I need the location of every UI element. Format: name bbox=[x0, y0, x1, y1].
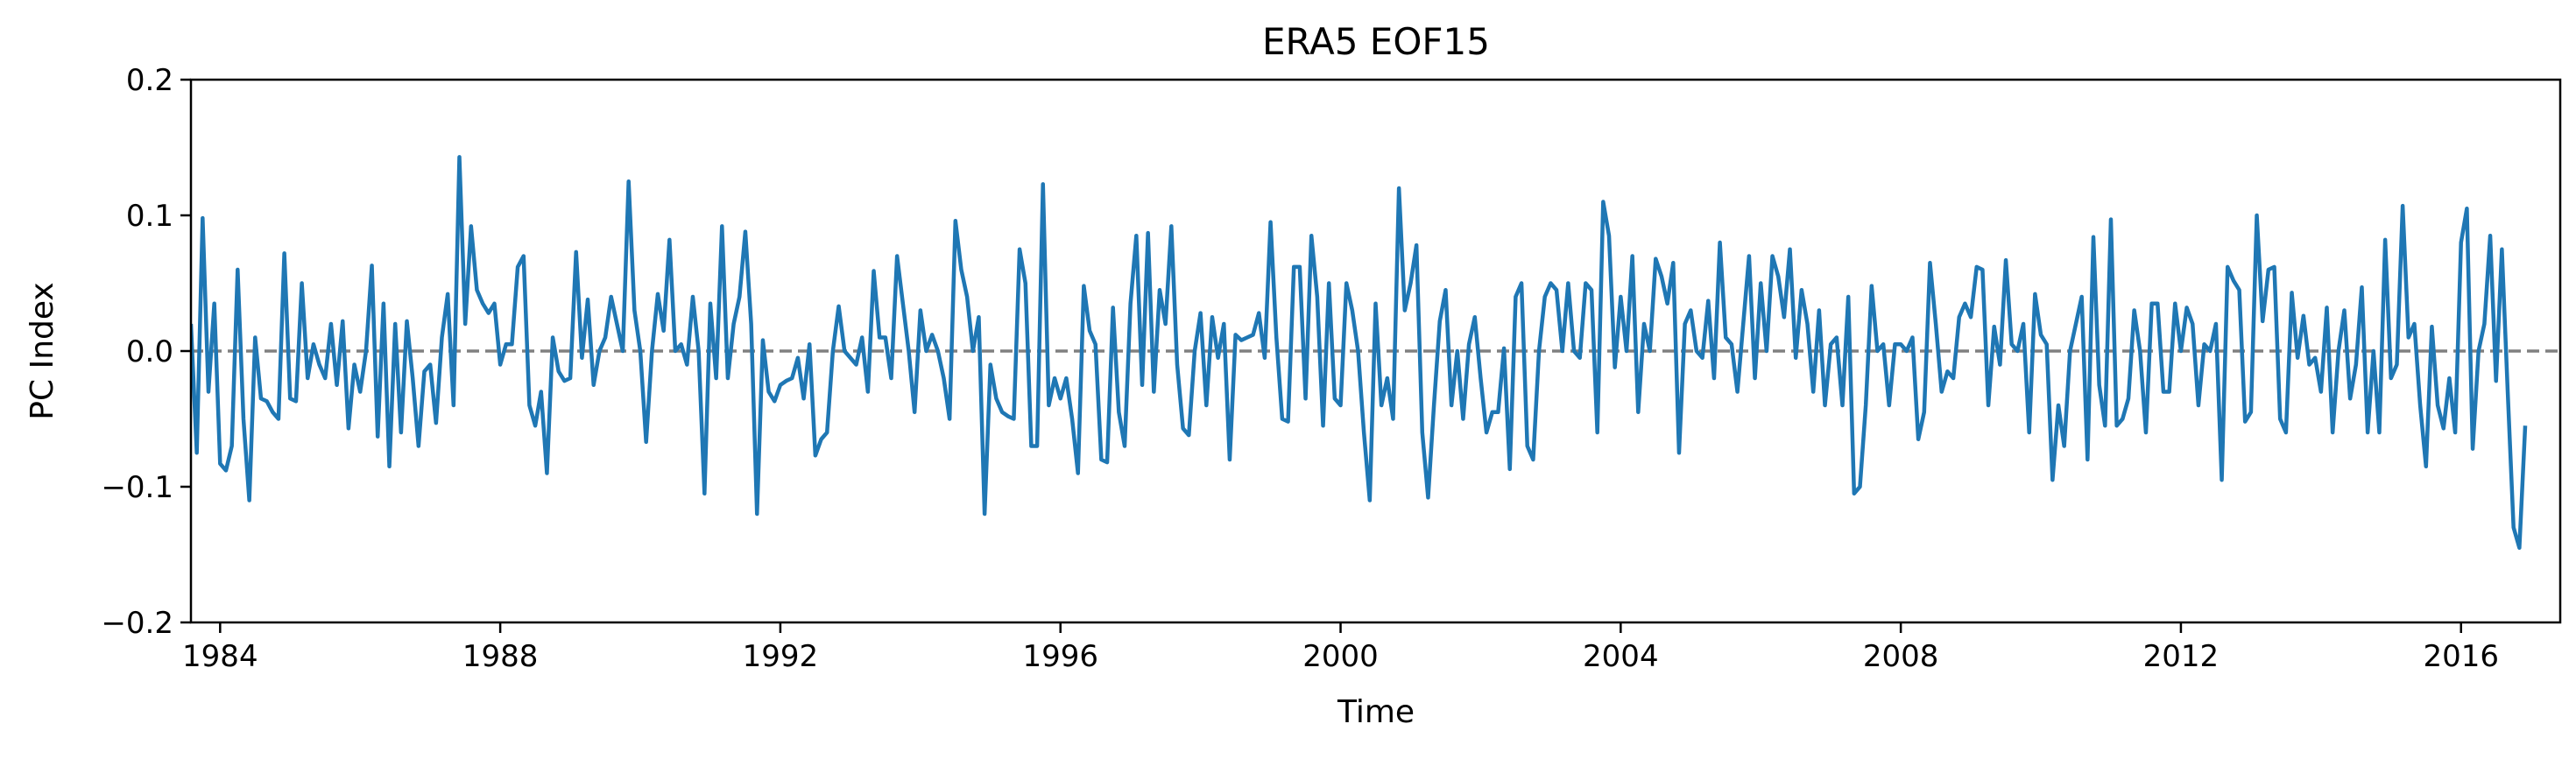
y-tick-label: 0.0 bbox=[126, 334, 173, 369]
chart-title: ERA5 EOF15 bbox=[1262, 20, 1490, 63]
x-tick-label: 2012 bbox=[2143, 639, 2220, 674]
x-tick-label: 2004 bbox=[1583, 639, 1659, 674]
plot-area bbox=[191, 155, 2560, 550]
series-line-0 bbox=[191, 155, 2528, 550]
x-tick-label: 2016 bbox=[2423, 639, 2499, 674]
x-tick-label: 2008 bbox=[1863, 639, 1939, 674]
y-tick-label: 0.1 bbox=[126, 199, 173, 234]
y-axis-label: PC Index bbox=[25, 282, 60, 419]
x-tick-label: 1992 bbox=[743, 639, 819, 674]
y-tick-label: −0.1 bbox=[101, 470, 173, 505]
y-tick-label: 0.2 bbox=[126, 63, 173, 98]
x-tick-label: 1988 bbox=[462, 639, 539, 674]
x-tick-label: 1996 bbox=[1022, 639, 1098, 674]
y-axis: 0.2 0.1 0.0 −0.1 −0.2 bbox=[101, 63, 191, 641]
x-axis-label: Time bbox=[1337, 694, 1415, 730]
y-tick-label: −0.2 bbox=[101, 606, 173, 641]
x-tick-label: 2000 bbox=[1302, 639, 1379, 674]
x-axis: 1984 1988 1992 1996 2000 2004 2008 2012 2016 bbox=[182, 622, 2499, 674]
x-tick-label: 1984 bbox=[182, 639, 258, 674]
